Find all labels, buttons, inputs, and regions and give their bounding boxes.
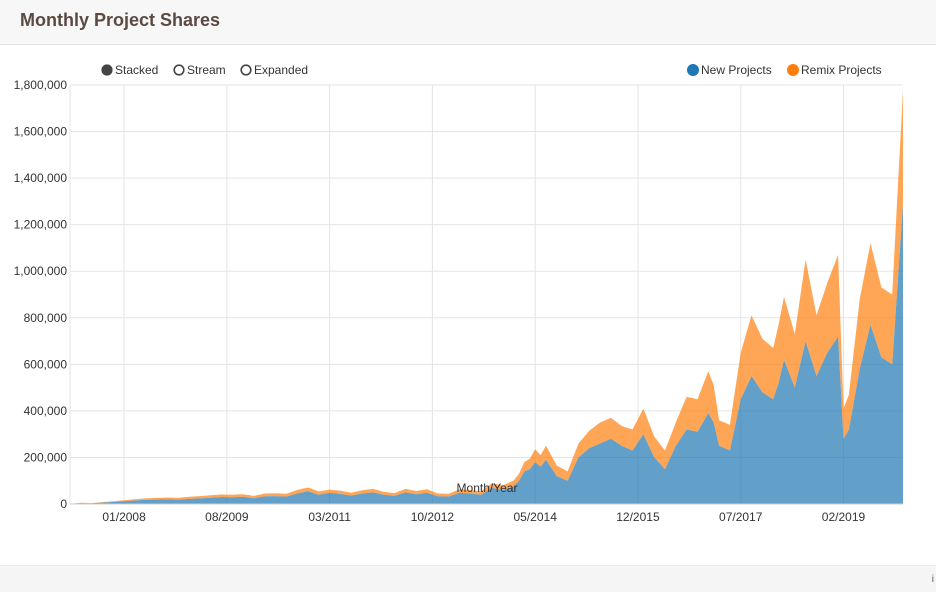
area-chart: Stacked Stream Expanded New Projects Remix … [14, 63, 903, 524]
x-tick-label: 10/2012 [411, 510, 455, 524]
y-tick-label: 1,800,000 [14, 78, 68, 92]
legend-label: New Projects [701, 63, 772, 77]
control-label: Stream [187, 63, 226, 77]
x-tick-label: 02/2019 [822, 510, 866, 524]
y-tick-label: 400,000 [24, 404, 68, 418]
y-tick-label: 0 [60, 497, 67, 511]
y-tick-label: 800,000 [24, 311, 68, 325]
x-tick-label: 05/2014 [513, 510, 557, 524]
legend-item-new[interactable]: New Projects [687, 63, 772, 77]
legend-label: Remix Projects [801, 63, 882, 77]
y-tick-label: 1,000,000 [14, 264, 68, 278]
page-title: Monthly Project Shares [20, 10, 221, 30]
control-expanded[interactable]: Expanded [240, 63, 308, 77]
radio-icon [173, 64, 185, 76]
x-tick-label: 12/2015 [616, 510, 660, 524]
control-stream[interactable]: Stream [173, 63, 226, 77]
remix-projects-area[interactable] [70, 89, 903, 504]
x-tick-label: 01/2008 [102, 510, 146, 524]
panel-footer: i [0, 565, 936, 592]
x-tick-label: 03/2011 [308, 510, 351, 524]
y-tick-label: 1,200,000 [14, 218, 68, 232]
radio-icon [101, 64, 113, 76]
legend-swatch [687, 64, 699, 76]
panel-header: Monthly Project Shares [0, 0, 936, 45]
x-axis-label: Month/Year [457, 481, 518, 495]
plot-area [70, 89, 903, 504]
legend-swatch [787, 64, 799, 76]
legend-item-remix[interactable]: Remix Projects [787, 63, 882, 77]
control-label: Stacked [115, 63, 158, 77]
y-tick-label: 1,600,000 [14, 125, 68, 139]
control-stacked[interactable]: Stacked [101, 63, 158, 77]
radio-icon [240, 64, 252, 76]
info-icon[interactable]: i [931, 574, 934, 585]
y-tick-label: 600,000 [24, 357, 68, 371]
control-label: Expanded [254, 63, 308, 77]
grid-lines [69, 84, 903, 505]
x-tick-label: 07/2017 [719, 510, 763, 524]
y-axis: 0 200,000 400,000 600,000 800,000 1,000,000 1,… [14, 78, 68, 511]
x-axis: 01/2008 08/2009 03/2011 10/2012 05/2014 12/20… [70, 503, 903, 524]
y-tick-label: 200,000 [24, 450, 68, 464]
style-controls: Stacked Stream Expanded [101, 63, 308, 77]
chart-legend: New Projects Remix Projects [687, 63, 882, 77]
new-projects-area[interactable] [70, 203, 903, 504]
x-tick-label: 08/2009 [205, 510, 249, 524]
y-tick-label: 1,400,000 [14, 171, 68, 185]
